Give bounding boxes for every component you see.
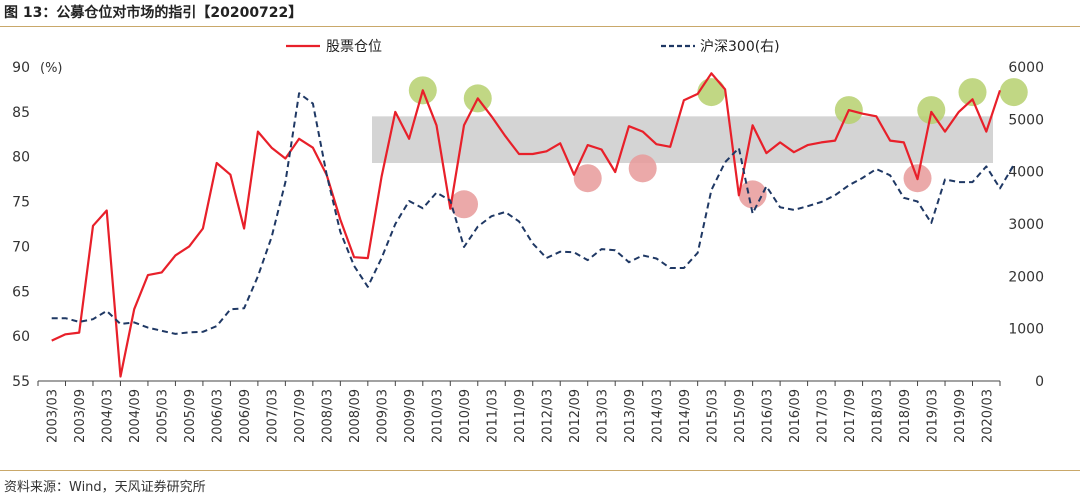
x-tick-label: 2012/09 xyxy=(568,389,583,443)
x-tick-label: 2011/09 xyxy=(513,389,528,443)
series-line-csi300 xyxy=(51,92,1015,335)
x-tick-label: 2007/09 xyxy=(293,389,308,443)
x-tick-label: 2006/09 xyxy=(238,389,253,443)
left-tick-label: 85 xyxy=(12,105,30,121)
right-tick-label: 0 xyxy=(1035,374,1044,390)
x-tick-label: 2015/03 xyxy=(705,389,720,443)
green-signal-marker xyxy=(958,78,987,107)
left-tick-label: 70 xyxy=(12,239,30,255)
right-tick-label: 3000 xyxy=(1008,217,1044,233)
x-tick-label: 2016/03 xyxy=(760,389,775,443)
footer-source: 资料来源：Wind，天风证券研究所 xyxy=(4,480,206,495)
green-signal-marker xyxy=(697,78,726,107)
left-tick-label: 65 xyxy=(12,284,30,300)
x-tick-label: 2009/09 xyxy=(403,389,418,443)
x-tick-label: 2010/09 xyxy=(458,389,473,443)
green-signal-marker xyxy=(999,78,1028,107)
x-tick-label: 2008/09 xyxy=(348,389,363,443)
legend-label: 股票仓位 xyxy=(326,39,382,55)
x-tick-label: 2004/09 xyxy=(128,389,143,443)
pink-signal-marker xyxy=(738,180,767,209)
x-tick-label: 2016/09 xyxy=(788,389,803,443)
x-tick-label: 2003/09 xyxy=(73,389,88,443)
x-tick-label: 2017/09 xyxy=(843,389,858,443)
x-tick-label: 2019/09 xyxy=(953,389,968,443)
right-tick-label: 1000 xyxy=(1008,322,1044,338)
chart: 2003/03 2003/09 2004/03 2004/09 2005/03 2005/… xyxy=(12,39,1044,443)
pink-signal-marker xyxy=(450,190,479,219)
x-tick-label: 2006/03 xyxy=(211,389,226,443)
x-tick-label: 2005/09 xyxy=(183,389,198,443)
x-tick-label: 2018/09 xyxy=(898,389,913,443)
x-tick-label: 2005/03 xyxy=(156,389,171,443)
x-tick-label: 2014/09 xyxy=(678,389,693,443)
pink-signal-marker xyxy=(573,164,602,193)
green-signal-marker xyxy=(917,96,946,125)
x-tick-label: 2020/03 xyxy=(980,389,995,443)
x-tick-label: 2017/03 xyxy=(815,389,830,443)
x-tick-label: 2003/03 xyxy=(46,389,61,443)
left-tick-label: 60 xyxy=(12,329,30,345)
left-tick-label: 75 xyxy=(12,195,30,211)
x-tick-label: 2015/09 xyxy=(733,389,748,443)
right-tick-label: 5000 xyxy=(1008,112,1044,128)
header-divider xyxy=(0,26,1080,27)
figure-header: 图 13：公募仓位对市场的指引【20200722】 xyxy=(0,0,1080,24)
x-tick-label: 2013/09 xyxy=(623,389,638,443)
x-tick-label: 2010/03 xyxy=(431,389,446,443)
x-tick-label: 2004/03 xyxy=(101,389,116,443)
x-tick-label: 2013/03 xyxy=(595,389,610,443)
left-tick-label: 90 xyxy=(12,60,30,76)
left-axis-unit: (%) xyxy=(40,61,63,76)
right-tick-label: 4000 xyxy=(1008,165,1044,181)
x-tick-label: 2007/03 xyxy=(266,389,281,443)
pink-signal-marker xyxy=(628,154,657,183)
x-tick-label: 2019/03 xyxy=(925,389,940,443)
footer-divider xyxy=(0,470,1080,471)
x-tick-label: 2008/03 xyxy=(321,389,336,443)
x-tick-label: 2014/03 xyxy=(650,389,665,443)
legend-label: 沪深300(右) xyxy=(700,39,780,55)
x-tick-label: 2018/03 xyxy=(870,389,885,443)
figure-title: 图 13：公募仓位对市场的指引【20200722】 xyxy=(4,5,303,21)
left-tick-label: 55 xyxy=(12,374,30,390)
series-line-equity-position xyxy=(51,72,1002,378)
x-tick-label: 2009/03 xyxy=(376,389,391,443)
left-tick-label: 80 xyxy=(12,150,30,166)
x-tick-label: 2011/03 xyxy=(486,389,501,443)
right-tick-label: 2000 xyxy=(1008,269,1044,285)
x-tick-label: 2012/03 xyxy=(540,389,555,443)
right-tick-label: 6000 xyxy=(1008,60,1044,76)
